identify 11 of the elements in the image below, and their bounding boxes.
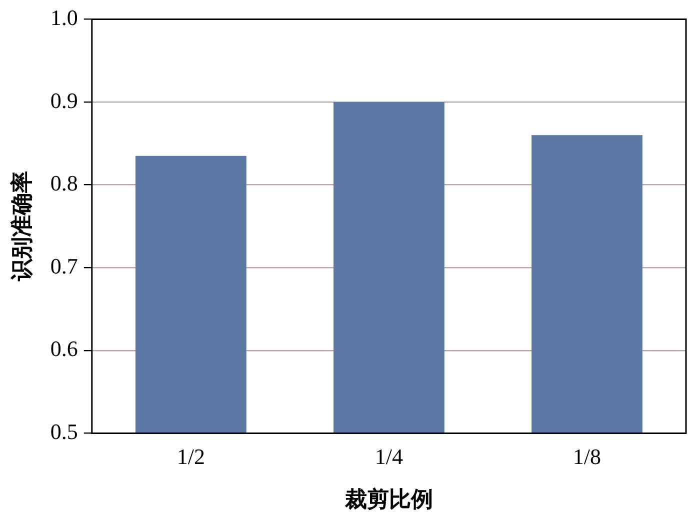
y-tick-label: 0.8 [50,170,78,196]
x-tick-label: 1/4 [374,444,404,470]
x-axis-title: 裁剪比例 [344,486,433,512]
y-axis-title: 识别准确率 [8,171,34,282]
y-tick-label: 0.5 [50,418,78,444]
x-tick-label: 1/8 [572,444,602,470]
y-tick-label: 0.7 [50,253,78,278]
x-tick-label: 1/2 [176,444,205,470]
y-tick-label: 0.9 [50,88,78,113]
y-tick-label: 0.6 [50,336,78,362]
y-tick-label: 1.0 [50,4,78,30]
